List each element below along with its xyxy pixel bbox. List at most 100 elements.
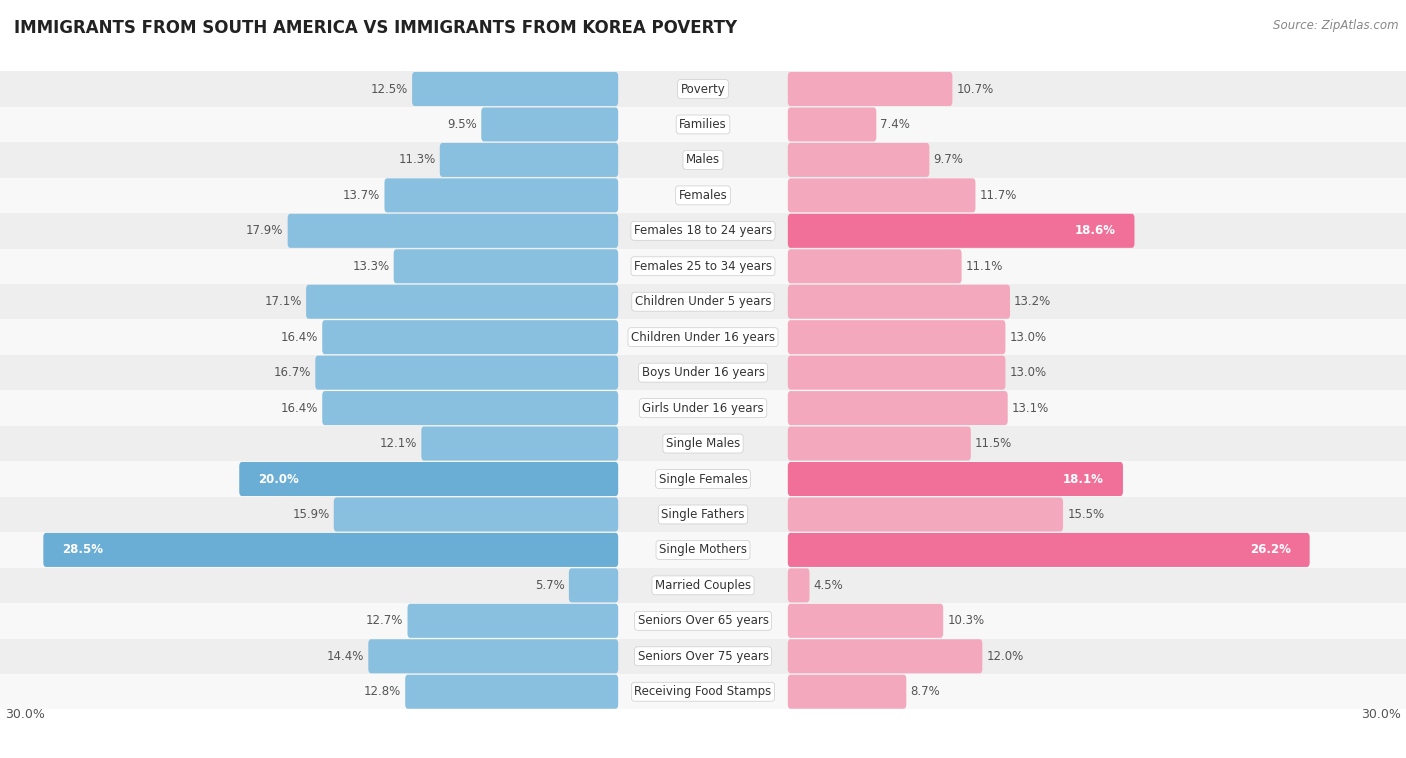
Text: 9.5%: 9.5% — [447, 118, 477, 131]
FancyBboxPatch shape — [787, 639, 983, 673]
FancyBboxPatch shape — [239, 462, 619, 496]
Bar — [0, 355, 1406, 390]
Text: 28.5%: 28.5% — [62, 543, 103, 556]
FancyBboxPatch shape — [787, 143, 929, 177]
Text: Females 18 to 24 years: Females 18 to 24 years — [634, 224, 772, 237]
Text: Source: ZipAtlas.com: Source: ZipAtlas.com — [1274, 19, 1399, 32]
FancyBboxPatch shape — [569, 568, 619, 603]
Text: 12.5%: 12.5% — [371, 83, 408, 96]
FancyBboxPatch shape — [787, 497, 1063, 531]
Text: 14.4%: 14.4% — [326, 650, 364, 662]
Text: Receiving Food Stamps: Receiving Food Stamps — [634, 685, 772, 698]
Bar — [0, 674, 1406, 709]
FancyBboxPatch shape — [787, 320, 1005, 354]
Text: Children Under 16 years: Children Under 16 years — [631, 330, 775, 343]
Bar — [0, 284, 1406, 319]
Bar — [0, 143, 1406, 177]
FancyBboxPatch shape — [787, 604, 943, 637]
FancyBboxPatch shape — [408, 604, 619, 637]
Text: 4.5%: 4.5% — [814, 579, 844, 592]
Text: Single Mothers: Single Mothers — [659, 543, 747, 556]
FancyBboxPatch shape — [787, 178, 976, 212]
FancyBboxPatch shape — [44, 533, 619, 567]
Bar — [0, 532, 1406, 568]
Text: 7.4%: 7.4% — [880, 118, 910, 131]
Text: Girls Under 16 years: Girls Under 16 years — [643, 402, 763, 415]
Text: 11.1%: 11.1% — [966, 260, 1002, 273]
FancyBboxPatch shape — [333, 497, 619, 531]
Bar — [0, 177, 1406, 213]
Bar — [0, 249, 1406, 284]
Text: 13.0%: 13.0% — [1010, 366, 1046, 379]
Text: Seniors Over 65 years: Seniors Over 65 years — [637, 614, 769, 628]
Text: 11.5%: 11.5% — [974, 437, 1012, 450]
Text: 13.0%: 13.0% — [1010, 330, 1046, 343]
Text: Males: Males — [686, 153, 720, 167]
FancyBboxPatch shape — [787, 427, 970, 461]
Text: 13.1%: 13.1% — [1012, 402, 1049, 415]
FancyBboxPatch shape — [394, 249, 619, 283]
Text: Single Fathers: Single Fathers — [661, 508, 745, 521]
Text: Females: Females — [679, 189, 727, 202]
Text: 10.3%: 10.3% — [948, 614, 984, 628]
Text: Boys Under 16 years: Boys Under 16 years — [641, 366, 765, 379]
Text: Females 25 to 34 years: Females 25 to 34 years — [634, 260, 772, 273]
Text: Children Under 5 years: Children Under 5 years — [634, 295, 772, 309]
Bar — [0, 71, 1406, 107]
Text: 9.7%: 9.7% — [934, 153, 963, 167]
Text: 20.0%: 20.0% — [259, 472, 299, 486]
Text: 12.8%: 12.8% — [364, 685, 401, 698]
Text: 16.7%: 16.7% — [274, 366, 311, 379]
FancyBboxPatch shape — [787, 533, 1309, 567]
Text: 17.1%: 17.1% — [264, 295, 302, 309]
Text: 18.1%: 18.1% — [1063, 472, 1104, 486]
Text: 8.7%: 8.7% — [911, 685, 941, 698]
Text: 13.3%: 13.3% — [353, 260, 389, 273]
Bar — [0, 213, 1406, 249]
FancyBboxPatch shape — [481, 108, 619, 142]
Text: Poverty: Poverty — [681, 83, 725, 96]
Text: Families: Families — [679, 118, 727, 131]
Text: 17.9%: 17.9% — [246, 224, 284, 237]
FancyBboxPatch shape — [412, 72, 619, 106]
Text: 30.0%: 30.0% — [4, 708, 45, 722]
FancyBboxPatch shape — [322, 320, 619, 354]
Text: 26.2%: 26.2% — [1250, 543, 1291, 556]
FancyBboxPatch shape — [322, 391, 619, 425]
Bar — [0, 319, 1406, 355]
FancyBboxPatch shape — [787, 285, 1010, 319]
Text: 18.6%: 18.6% — [1074, 224, 1115, 237]
Bar — [0, 638, 1406, 674]
Text: 30.0%: 30.0% — [1361, 708, 1402, 722]
Bar — [0, 390, 1406, 426]
Text: 10.7%: 10.7% — [956, 83, 994, 96]
Text: 16.4%: 16.4% — [281, 402, 318, 415]
Text: 11.7%: 11.7% — [980, 189, 1017, 202]
Text: 11.3%: 11.3% — [398, 153, 436, 167]
Text: 12.7%: 12.7% — [366, 614, 404, 628]
Text: 13.2%: 13.2% — [1014, 295, 1052, 309]
FancyBboxPatch shape — [787, 675, 907, 709]
FancyBboxPatch shape — [787, 568, 810, 603]
FancyBboxPatch shape — [787, 356, 1005, 390]
FancyBboxPatch shape — [422, 427, 619, 461]
FancyBboxPatch shape — [315, 356, 619, 390]
FancyBboxPatch shape — [787, 108, 876, 142]
FancyBboxPatch shape — [787, 72, 952, 106]
FancyBboxPatch shape — [787, 391, 1008, 425]
Bar — [0, 496, 1406, 532]
FancyBboxPatch shape — [288, 214, 619, 248]
Text: 15.5%: 15.5% — [1067, 508, 1104, 521]
FancyBboxPatch shape — [787, 462, 1123, 496]
FancyBboxPatch shape — [787, 249, 962, 283]
Text: 12.0%: 12.0% — [987, 650, 1024, 662]
Text: 12.1%: 12.1% — [380, 437, 418, 450]
Bar — [0, 462, 1406, 496]
FancyBboxPatch shape — [307, 285, 619, 319]
Bar — [0, 426, 1406, 462]
Bar — [0, 107, 1406, 143]
Text: Married Couples: Married Couples — [655, 579, 751, 592]
FancyBboxPatch shape — [384, 178, 619, 212]
FancyBboxPatch shape — [405, 675, 619, 709]
FancyBboxPatch shape — [368, 639, 619, 673]
